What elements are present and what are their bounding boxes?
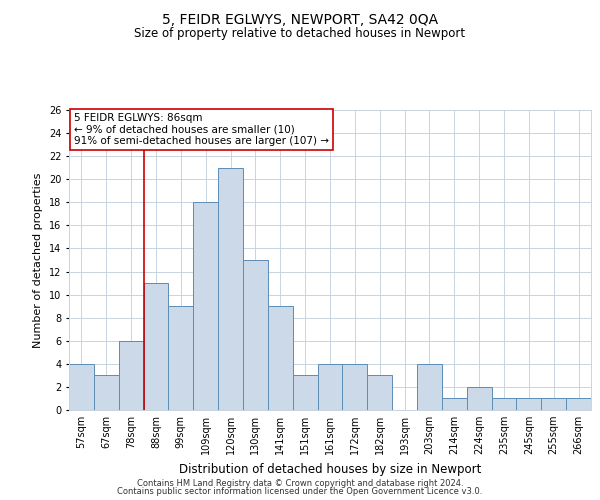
Text: 5 FEIDR EGLWYS: 86sqm
← 9% of detached houses are smaller (10)
91% of semi-detac: 5 FEIDR EGLWYS: 86sqm ← 9% of detached h… [74, 113, 329, 146]
Text: 5, FEIDR EGLWYS, NEWPORT, SA42 0QA: 5, FEIDR EGLWYS, NEWPORT, SA42 0QA [162, 12, 438, 26]
X-axis label: Distribution of detached houses by size in Newport: Distribution of detached houses by size … [179, 462, 481, 475]
Bar [517, 398, 541, 410]
Text: Contains public sector information licensed under the Open Government Licence v3: Contains public sector information licen… [118, 487, 482, 496]
Bar [491, 398, 517, 410]
Bar [218, 168, 243, 410]
Bar [317, 364, 343, 410]
Bar [243, 260, 268, 410]
Bar [367, 376, 392, 410]
Text: Size of property relative to detached houses in Newport: Size of property relative to detached ho… [134, 28, 466, 40]
Bar [69, 364, 94, 410]
Bar [119, 341, 143, 410]
Bar [94, 376, 119, 410]
Bar [293, 376, 317, 410]
Bar [541, 398, 566, 410]
Bar [343, 364, 367, 410]
Bar [193, 202, 218, 410]
Text: Contains HM Land Registry data © Crown copyright and database right 2024.: Contains HM Land Registry data © Crown c… [137, 478, 463, 488]
Bar [442, 398, 467, 410]
Y-axis label: Number of detached properties: Number of detached properties [34, 172, 43, 348]
Bar [417, 364, 442, 410]
Bar [268, 306, 293, 410]
Bar [143, 283, 169, 410]
Bar [467, 387, 491, 410]
Bar [566, 398, 591, 410]
Bar [169, 306, 193, 410]
